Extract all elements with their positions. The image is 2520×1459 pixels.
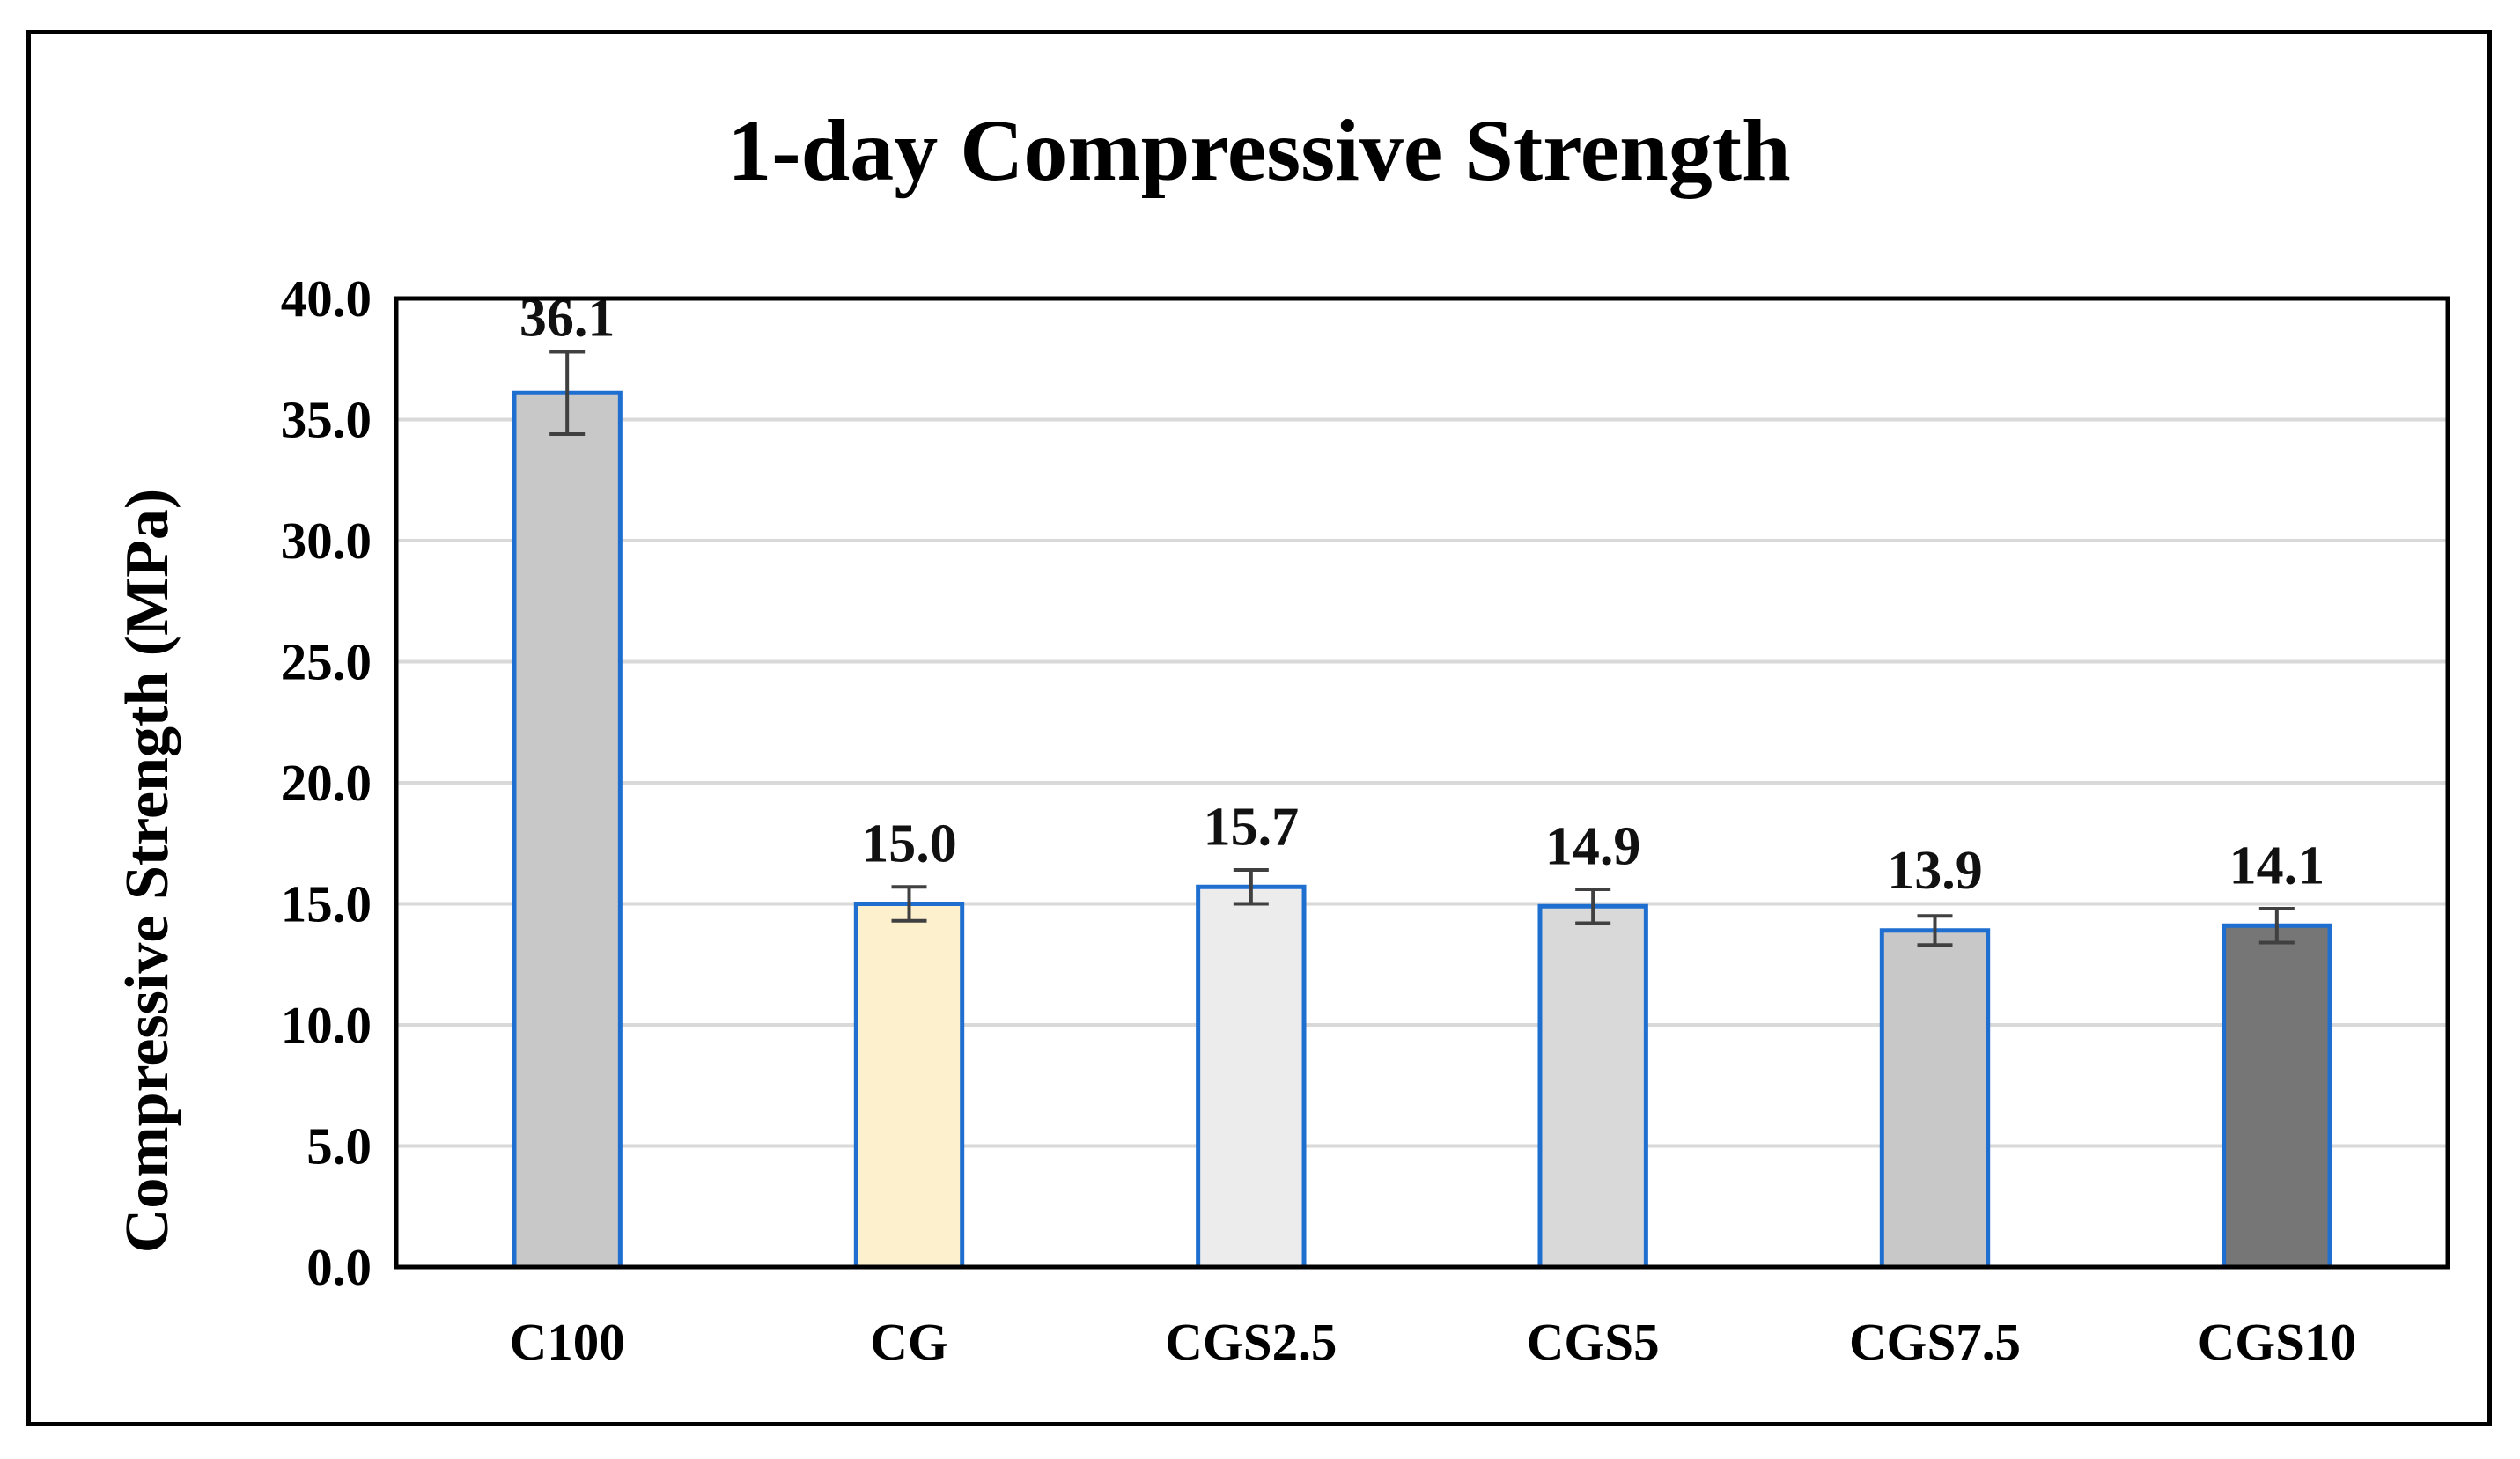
data-label: 14.1 [2229,836,2325,895]
plot-area-border [394,296,2450,1270]
bar [2222,923,2332,1270]
data-labels: 36.115.0 15.7 14.9 13.9 14.1 [519,289,2325,901]
bar [1879,928,1991,1270]
y-axis-label: Compressive Strength (MPa) [114,489,181,1253]
x-tick-label: C100 [510,1313,625,1371]
bar [1196,884,1307,1270]
x-tick-label: CGS2.5 [1165,1313,1337,1371]
y-tick-label: 10.0 [281,996,372,1054]
error-bars [549,350,2295,947]
y-tick-label: 35.0 [281,391,372,449]
bar [1537,903,1648,1270]
bar [853,902,965,1270]
y-tick-label: 25.0 [281,633,372,691]
y-tick-label: 15.0 [281,875,372,933]
x-tick-label: CGS5 [1527,1313,1660,1371]
data-label: 15.0 [861,814,957,874]
x-tick-labels: C100 CG CGS2.5 CGS5 CGS7.5 CGS10 [510,1313,2356,1371]
gridlines [396,417,2448,1148]
y-tick-label: 20.0 [281,754,372,812]
chart-title: 1-day Compressive Strength [727,101,1790,199]
x-tick-label: CG [870,1313,948,1371]
data-label: 13.9 [1887,841,1983,901]
y-tick-label: 30.0 [281,512,372,570]
y-tick-labels: 0.0 5.0 10.0 15.0 20.0 25.0 30.0 35.0 40.0 [281,269,372,1296]
bar-chart: 1-day Compressive Strength Compressive S… [114,101,2450,1371]
x-tick-label: CGS10 [2198,1313,2356,1371]
y-tick-label: 5.0 [306,1117,372,1175]
bars [512,390,2332,1270]
y-tick-label: 0.0 [306,1238,372,1296]
chart-frame: 1-day Compressive Strength Compressive S… [26,30,2492,1426]
data-label: 14.9 [1545,816,1641,876]
y-tick-label: 40.0 [281,269,372,328]
bar [512,390,623,1270]
data-label: 15.7 [1204,797,1300,857]
x-tick-label: CGS7.5 [1849,1313,2021,1371]
